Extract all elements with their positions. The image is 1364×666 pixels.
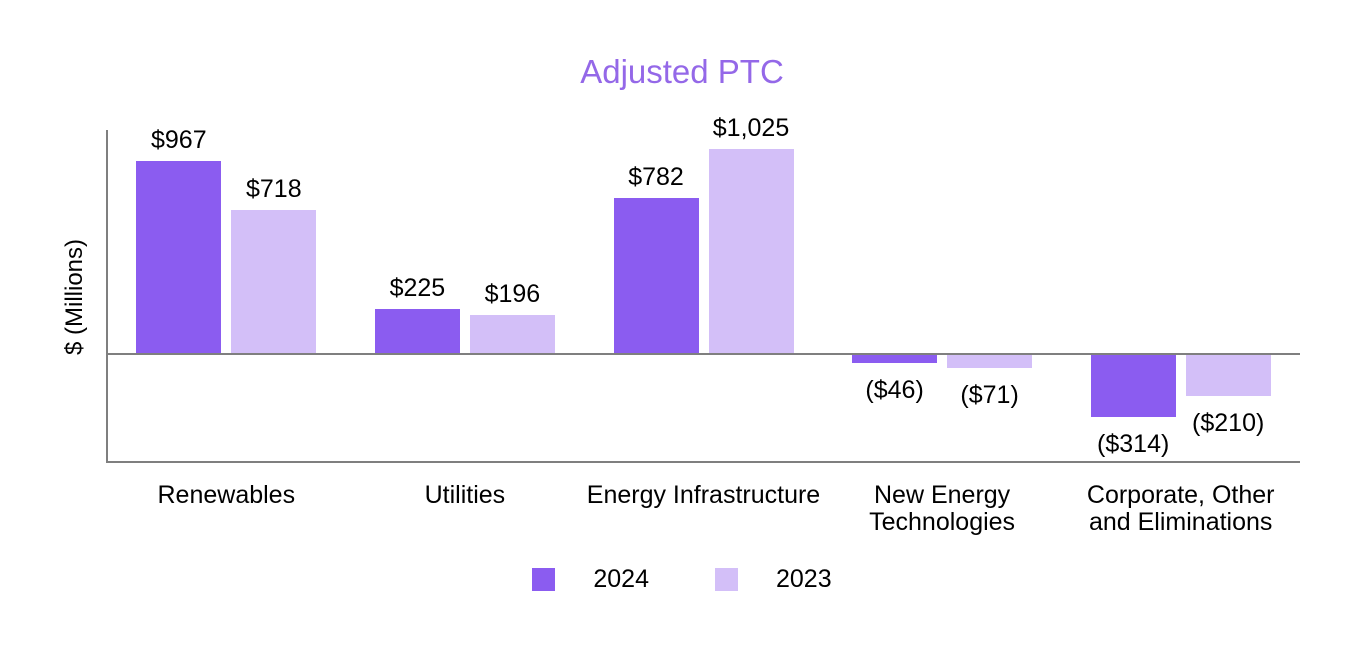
chart-title: Adjusted PTC	[580, 53, 784, 90]
value-label-2024-renewables: $967	[150, 125, 207, 154]
value-label-2024-energy-infrastructure: $782	[628, 162, 684, 191]
legend-label-2024: 2024	[593, 565, 649, 593]
legend-swatch-2024	[532, 567, 556, 591]
value-label-2023-new-energy-technologies: ($71)	[960, 381, 1019, 410]
legend-item-2023: 2023	[715, 566, 832, 592]
category-label-new-energy-technologies: New Energy Technologies	[869, 481, 1016, 536]
legend-swatch-2023	[715, 567, 738, 591]
value-label-2023-utilities: $196	[484, 279, 541, 308]
bar-2023-corporate-other-and-eliminations	[1185, 354, 1271, 396]
bar-2023-utilities	[469, 314, 555, 354]
value-label-2023-energy-infrastructure: $1,025	[712, 114, 790, 142]
category-label-energy-infrastructure: Energy Infrastructure	[586, 481, 821, 509]
bar-2024-new-energy-technologies	[852, 354, 938, 364]
legend: 2024 2023	[0, 566, 1364, 592]
bar-2023-energy-infrastructure	[708, 149, 794, 354]
bar-2023-new-energy-technologies	[947, 354, 1033, 369]
value-label-2023-corporate-other-and-eliminations: ($210)	[1192, 409, 1265, 437]
zero-baseline	[106, 353, 1300, 355]
bar-2024-corporate-other-and-eliminations	[1090, 354, 1176, 417]
category-label-renewables: Renewables	[157, 481, 296, 509]
bar-2024-utilities	[374, 309, 460, 354]
value-label-2024-new-energy-technologies: ($46)	[865, 376, 924, 405]
legend-item-2024: 2024	[532, 566, 649, 592]
value-label-2023-renewables: $718	[245, 175, 302, 204]
category-label-utilities: Utilities	[424, 481, 506, 509]
category-label-corporate-other-and-eliminations: Corporate, Other and Eliminations	[1086, 481, 1275, 536]
value-label-2024-corporate-other-and-eliminations: ($314)	[1097, 429, 1170, 458]
y-axis-line	[106, 130, 108, 463]
legend-label-2023: 2023	[776, 565, 832, 593]
bar-2024-renewables	[136, 160, 222, 354]
bar-2024-energy-infrastructure	[613, 197, 699, 354]
value-label-2024-utilities: $225	[389, 274, 446, 302]
x-axis-line	[106, 461, 1300, 463]
bar-2023-renewables	[231, 210, 317, 354]
y-axis-label: $ (Millions)	[61, 238, 88, 356]
